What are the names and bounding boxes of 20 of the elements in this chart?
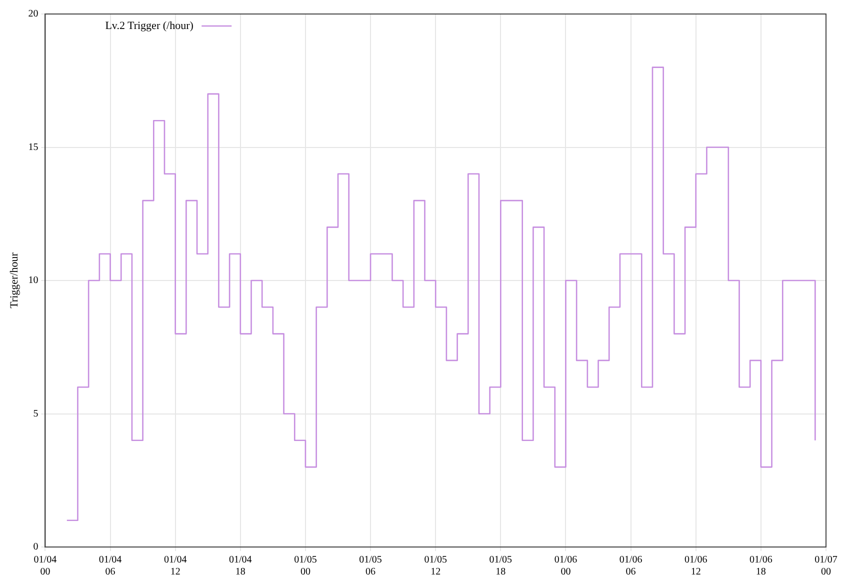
y-tick-label: 10 — [28, 275, 38, 286]
x-tick-label: 01/05 12 — [424, 554, 447, 578]
x-tick-label: 01/06 00 — [554, 554, 578, 578]
x-tick-label: 01/04 12 — [164, 554, 187, 578]
legend-label: Lv.2 Trigger (/hour) — [105, 20, 194, 32]
x-tick-label: 01/05 06 — [359, 554, 382, 578]
x-tick-label: 01/04 06 — [98, 554, 122, 578]
y-tick-label: 20 — [28, 8, 38, 20]
y-tick-label: 15 — [28, 142, 38, 153]
x-tick-label: 01/06 06 — [619, 554, 642, 578]
x-tick-label: 01/07 00 — [814, 554, 838, 578]
x-tick-label: 01/06 18 — [750, 554, 772, 578]
x-tick-label: 01/04 00 — [34, 554, 57, 578]
x-tick-label: 01/06 12 — [684, 554, 708, 578]
x-tick-label: 01/05 00 — [294, 554, 317, 578]
y-tick-label: 0 — [33, 542, 38, 553]
y-axis-title: Trigger/hour — [8, 252, 20, 308]
x-tick-label: 01/04 18 — [229, 554, 252, 578]
y-tick-label: 5 — [33, 408, 38, 420]
x-tick-label: 01/05 18 — [489, 554, 512, 578]
